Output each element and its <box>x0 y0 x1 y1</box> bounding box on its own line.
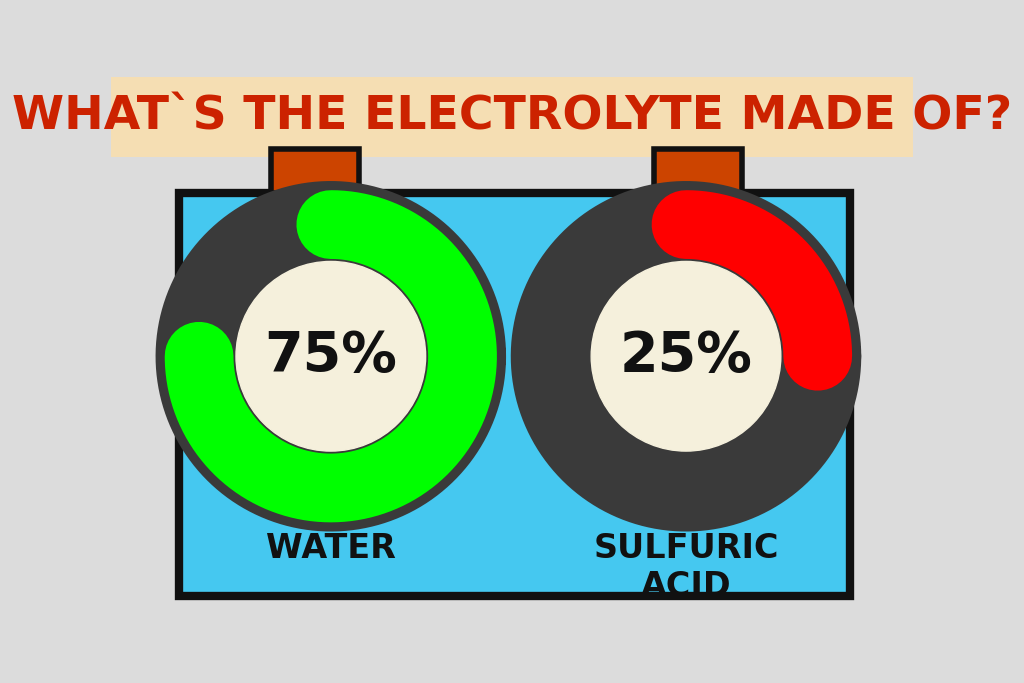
Bar <box>112 77 912 156</box>
Text: SULFURIC
ACID: SULFURIC ACID <box>593 532 779 603</box>
Text: WATER: WATER <box>266 532 395 565</box>
Bar <box>654 149 741 193</box>
Text: 75%: 75% <box>264 329 397 383</box>
Bar <box>179 193 850 596</box>
Bar <box>271 149 358 193</box>
Circle shape <box>591 262 781 451</box>
Circle shape <box>236 262 426 451</box>
Text: WHAT`S THE ELECTROLYTE MADE OF?: WHAT`S THE ELECTROLYTE MADE OF? <box>12 94 1012 139</box>
Text: 25%: 25% <box>620 329 753 383</box>
